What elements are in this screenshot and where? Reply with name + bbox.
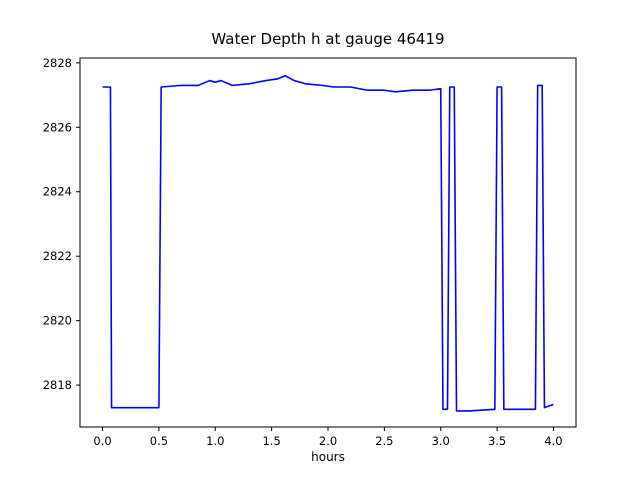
x-axis-label: hours	[311, 450, 345, 464]
y-tick-label: 2828	[43, 56, 72, 70]
x-tick-label: 0.5	[150, 434, 168, 448]
x-tick-label: 1.5	[262, 434, 280, 448]
x-tick-label: 0.0	[93, 434, 111, 448]
x-tick-label: 1.0	[206, 434, 224, 448]
x-tick-label: 3.0	[432, 434, 450, 448]
y-tick-label: 2818	[43, 378, 72, 392]
y-tick-label: 2820	[43, 314, 72, 328]
x-tick-label: 3.5	[488, 434, 506, 448]
x-tick-label: 2.5	[375, 434, 393, 448]
data-line-water-depth	[102, 74, 554, 412]
x-tick-label: 4.0	[544, 434, 562, 448]
x-tick-label: 2.0	[319, 434, 337, 448]
y-tick-label: 2822	[43, 249, 72, 263]
chart-title: Water Depth h at gauge 46419	[211, 30, 445, 48]
y-tick-label: 2824	[43, 185, 72, 199]
y-tick-label: 2826	[43, 120, 72, 134]
